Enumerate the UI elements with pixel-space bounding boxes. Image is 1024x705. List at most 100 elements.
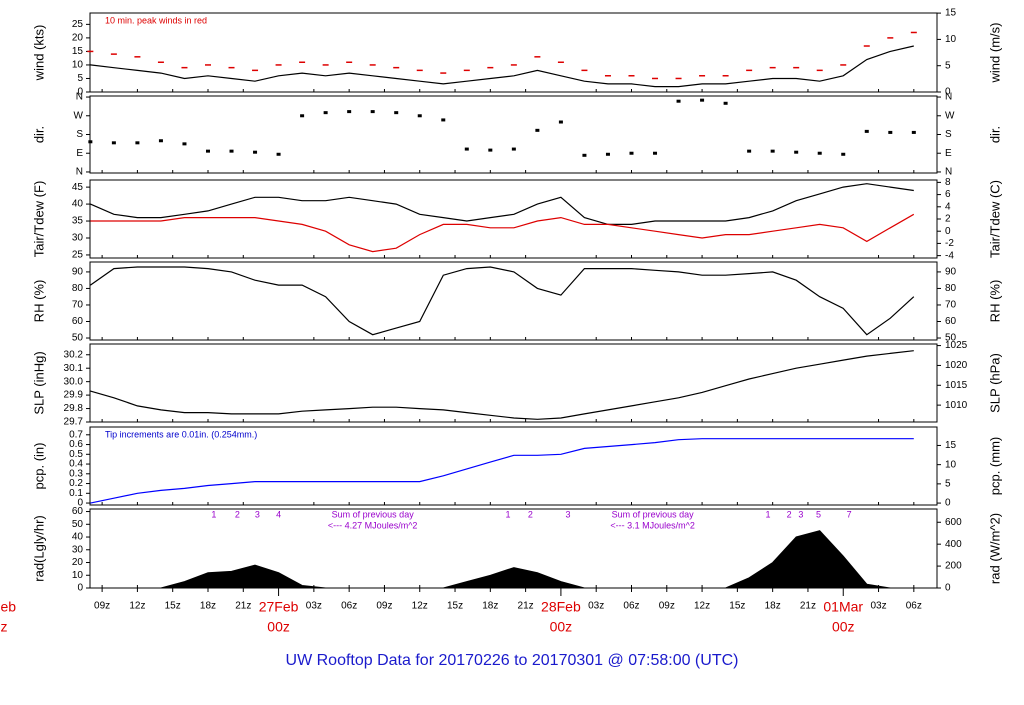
dir-point [676, 99, 681, 103]
dir-point [888, 130, 893, 134]
line [90, 438, 914, 504]
y-tick-label: 20 [72, 33, 84, 44]
y-tick-label: 90 [72, 267, 84, 278]
y2-tick-label: 0 [945, 226, 951, 237]
dir-point [182, 142, 187, 146]
y-tick-label: 0.5 [69, 449, 83, 460]
x-tick-label: 06z [906, 601, 922, 612]
y2-tick-label: 70 [945, 300, 957, 311]
y2-tick-label: W [945, 110, 955, 121]
annotation: 2 [235, 509, 240, 519]
y2-axis-label: RH (%) [987, 280, 1002, 323]
x-tick-label: 09z [659, 601, 675, 612]
y-tick-label: 30 [72, 233, 84, 244]
dir-point [700, 98, 705, 102]
y-tick-label: 25 [72, 250, 84, 261]
annotation: 1 [211, 509, 216, 519]
x-tick-label: 12z [129, 601, 145, 612]
y2-tick-label: 4 [945, 201, 951, 212]
x-tick-label: 18z [200, 601, 216, 612]
panel-frame [89, 12, 938, 93]
dir-point [558, 120, 563, 124]
y2-tick-label: 90 [945, 267, 957, 278]
line [90, 183, 914, 225]
annotation: Sum of previous day [332, 509, 415, 519]
y-tick-label: 40 [72, 532, 84, 543]
y2-axis-label: dir. [987, 126, 1002, 143]
dir-point [747, 149, 752, 153]
y-axis-label: RH (%) [31, 280, 46, 323]
y2-tick-label: -4 [945, 250, 954, 261]
dir-point [770, 149, 775, 153]
y-tick-label: 30.1 [64, 363, 84, 374]
x-tick-label: 15z [165, 601, 181, 612]
y-tick-label: 80 [72, 283, 84, 294]
area [90, 530, 914, 589]
y2-tick-label: 15 [945, 8, 957, 19]
x-tick-label: 06z [341, 601, 357, 612]
y2-axis-label: pcp. (mm) [987, 437, 1002, 496]
y2-tick-label: 200 [945, 561, 962, 572]
x-tick-label: 03z [306, 601, 322, 612]
dir-point [841, 152, 846, 156]
y-tick-label: 10 [72, 60, 84, 71]
dir-point [723, 101, 728, 105]
dir-point [370, 110, 375, 114]
day-label: 26Feb [0, 599, 16, 615]
panel-frame [89, 261, 938, 341]
day-hour-label: 00z [550, 619, 573, 635]
dir-point [417, 114, 422, 118]
x-tick-label: 18z [765, 601, 781, 612]
y-axis-label: wind (kts) [31, 25, 46, 82]
x-tick-label: 03z [870, 601, 886, 612]
y2-axis-label: Tair/Tdew (C) [987, 180, 1002, 258]
y2-tick-label: 1025 [945, 340, 968, 351]
dir-point [394, 111, 399, 115]
day-label: 27Feb [259, 599, 299, 615]
y-tick-label: 20 [72, 557, 84, 568]
y2-axis-label: wind (m/s) [987, 23, 1002, 84]
dir-point [205, 149, 210, 153]
dir-point [111, 141, 116, 145]
y2-tick-label: 10 [945, 34, 957, 45]
dir-point [323, 111, 328, 115]
dir-point [229, 149, 234, 153]
y2-tick-label: 1010 [945, 400, 968, 411]
y-tick-label: 60 [72, 506, 84, 517]
dir-point [88, 140, 93, 144]
y-tick-label: 0 [77, 87, 83, 98]
y-tick-label: 29.8 [64, 403, 84, 414]
y2-tick-label: 2 [945, 214, 951, 225]
y-tick-label: N [76, 167, 83, 178]
day-hour-label: 00z [267, 619, 290, 635]
dir-point [488, 148, 493, 152]
annotation: 3 [798, 509, 803, 519]
panel-frame [89, 426, 938, 506]
x-tick-label: 12z [694, 601, 710, 612]
y-axis-label: Tair/Tdew (F) [31, 181, 46, 258]
dir-point [300, 114, 305, 118]
y2-tick-label: 600 [945, 517, 962, 528]
y-tick-label: 0.2 [69, 478, 83, 489]
y-tick-label: 45 [72, 182, 84, 193]
dir-point [605, 152, 610, 156]
y2-tick-label: S [945, 129, 952, 140]
y2-tick-label: 5 [945, 479, 951, 490]
x-tick-label: 21z [518, 601, 534, 612]
day-label: 01Mar [823, 599, 863, 615]
annotation: 7 [847, 509, 852, 519]
annotation: <--- 4.27 MJoules/m^2 [328, 520, 418, 530]
dir-point [135, 141, 140, 145]
y-tick-label: 29.9 [64, 390, 84, 401]
y-tick-label: 50 [72, 333, 84, 344]
y-tick-label: N [76, 92, 83, 103]
chart-title: UW Rooftop Data for 20170226 to 20170301… [286, 652, 739, 669]
y2-tick-label: 0 [945, 583, 951, 594]
panel-frame [89, 95, 938, 174]
x-tick-label: 12z [412, 601, 428, 612]
y-tick-label: 0.1 [69, 488, 83, 499]
y2-tick-label: 400 [945, 539, 962, 550]
dir-point [911, 130, 916, 134]
y-axis-label: dir. [31, 126, 46, 143]
